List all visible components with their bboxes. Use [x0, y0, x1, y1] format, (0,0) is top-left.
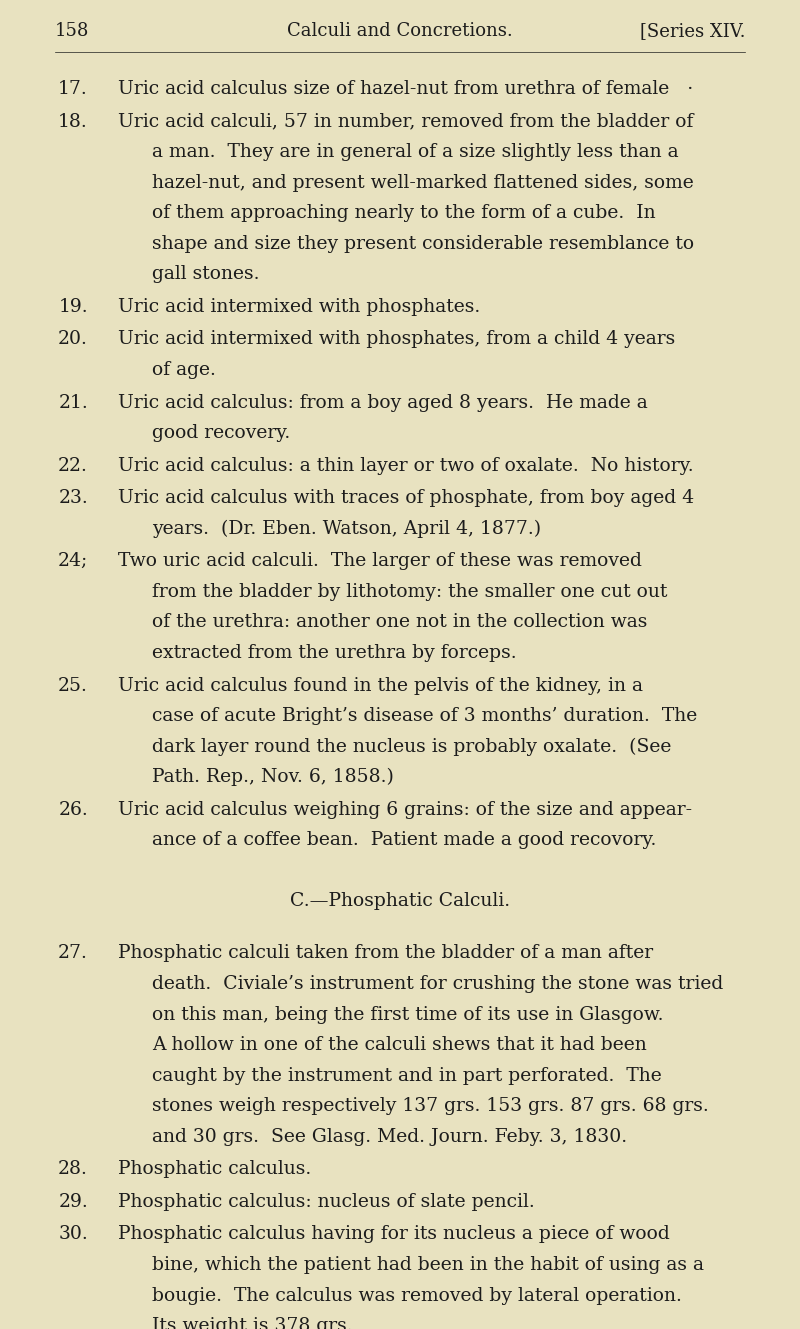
Text: 17.: 17. [58, 80, 88, 98]
Text: [Series XIV.: [Series XIV. [639, 23, 745, 40]
Text: A hollow in one of the calculi shews that it had been: A hollow in one of the calculi shews tha… [152, 1037, 646, 1054]
Text: on this man, being the first time of its use in Glasgow.: on this man, being the first time of its… [152, 1006, 663, 1023]
Text: 23.: 23. [58, 489, 88, 508]
Text: 20.: 20. [58, 331, 88, 348]
Text: Calculi and Concretions.: Calculi and Concretions. [287, 23, 513, 40]
Text: Phosphatic calculus: nucleus of slate pencil.: Phosphatic calculus: nucleus of slate pe… [118, 1193, 534, 1211]
Text: 28.: 28. [58, 1160, 88, 1179]
Text: 24;: 24; [58, 553, 88, 570]
Text: 25.: 25. [58, 676, 88, 695]
Text: case of acute Bright’s disease of 3 months’ duration.  The: case of acute Bright’s disease of 3 mont… [152, 707, 698, 726]
Text: years.  (Dr. Eben. Watson, April 4, 1877.): years. (Dr. Eben. Watson, April 4, 1877.… [152, 520, 541, 538]
Text: Uric acid calculi, 57 in number, removed from the bladder of: Uric acid calculi, 57 in number, removed… [118, 113, 694, 130]
Text: extracted from the urethra by forceps.: extracted from the urethra by forceps. [152, 645, 517, 662]
Text: C.—Phosphatic Calculi.: C.—Phosphatic Calculi. [290, 892, 510, 910]
Text: dark layer round the nucleus is probably oxalate.  (See: dark layer round the nucleus is probably… [152, 738, 671, 756]
Text: 158: 158 [55, 23, 90, 40]
Text: bine, which the patient had been in the habit of using as a: bine, which the patient had been in the … [152, 1256, 704, 1275]
Text: 19.: 19. [58, 298, 88, 316]
Text: Uric acid intermixed with phosphates.: Uric acid intermixed with phosphates. [118, 298, 480, 316]
Text: from the bladder by lithotomy: the smaller one cut out: from the bladder by lithotomy: the small… [152, 583, 667, 601]
Text: good recovery.: good recovery. [152, 424, 290, 443]
Text: death.  Civiale’s instrument for crushing the stone was tried: death. Civiale’s instrument for crushing… [152, 975, 723, 993]
Text: bougie.  The calculus was removed by lateral operation.: bougie. The calculus was removed by late… [152, 1286, 682, 1305]
Text: gall stones.: gall stones. [152, 266, 259, 283]
Text: Uric acid calculus weighing 6 grains: of the size and appear-: Uric acid calculus weighing 6 grains: of… [118, 801, 692, 819]
Text: of the urethra: another one not in the collection was: of the urethra: another one not in the c… [152, 614, 647, 631]
Text: shape and size they present considerable resemblance to: shape and size they present considerable… [152, 235, 694, 253]
Text: of them approaching nearly to the form of a cube.  In: of them approaching nearly to the form o… [152, 205, 656, 222]
Text: 27.: 27. [58, 945, 88, 962]
Text: a man.  They are in general of a size slightly less than a: a man. They are in general of a size sli… [152, 144, 678, 161]
Text: and 30 grs.  See Glasg. Med. Journ. Feby. 3, 1830.: and 30 grs. See Glasg. Med. Journ. Feby.… [152, 1128, 627, 1146]
Text: 22.: 22. [58, 457, 88, 474]
Text: of age.: of age. [152, 361, 216, 379]
Text: 21.: 21. [58, 393, 88, 412]
Text: Phosphatic calculus having for its nucleus a piece of wood: Phosphatic calculus having for its nucle… [118, 1225, 670, 1244]
Text: 29.: 29. [58, 1193, 88, 1211]
Text: Uric acid calculus: a thin layer or two of oxalate.  No history.: Uric acid calculus: a thin layer or two … [118, 457, 694, 474]
Text: 18.: 18. [58, 113, 88, 130]
Text: stones weigh respectively 137 grs. 153 grs. 87 grs. 68 grs.: stones weigh respectively 137 grs. 153 g… [152, 1098, 709, 1115]
Text: Uric acid calculus found in the pelvis of the kidney, in a: Uric acid calculus found in the pelvis o… [118, 676, 643, 695]
Text: Path. Rep., Nov. 6, 1858.): Path. Rep., Nov. 6, 1858.) [152, 768, 394, 787]
Text: hazel-nut, and present well-marked flattened sides, some: hazel-nut, and present well-marked flatt… [152, 174, 694, 191]
Text: Phosphatic calculi taken from the bladder of a man after: Phosphatic calculi taken from the bladde… [118, 945, 653, 962]
Text: caught by the instrument and in part perforated.  The: caught by the instrument and in part per… [152, 1067, 662, 1084]
Text: Uric acid calculus with traces of phosphate, from boy aged 4: Uric acid calculus with traces of phosph… [118, 489, 694, 508]
Text: 26.: 26. [58, 801, 88, 819]
Text: 30.: 30. [58, 1225, 88, 1244]
Text: Uric acid calculus size of hazel-nut from urethra of female   ·: Uric acid calculus size of hazel-nut fro… [118, 80, 694, 98]
Text: ance of a coffee bean.  Patient made a good recovory.: ance of a coffee bean. Patient made a go… [152, 832, 656, 849]
Text: Phosphatic calculus.: Phosphatic calculus. [118, 1160, 311, 1179]
Text: Uric acid intermixed with phosphates, from a child 4 years: Uric acid intermixed with phosphates, fr… [118, 331, 675, 348]
Text: Two uric acid calculi.  The larger of these was removed: Two uric acid calculi. The larger of the… [118, 553, 642, 570]
Text: Uric acid calculus: from a boy aged 8 years.  He made a: Uric acid calculus: from a boy aged 8 ye… [118, 393, 648, 412]
Text: Its weight is 378 grs.: Its weight is 378 grs. [152, 1317, 353, 1329]
